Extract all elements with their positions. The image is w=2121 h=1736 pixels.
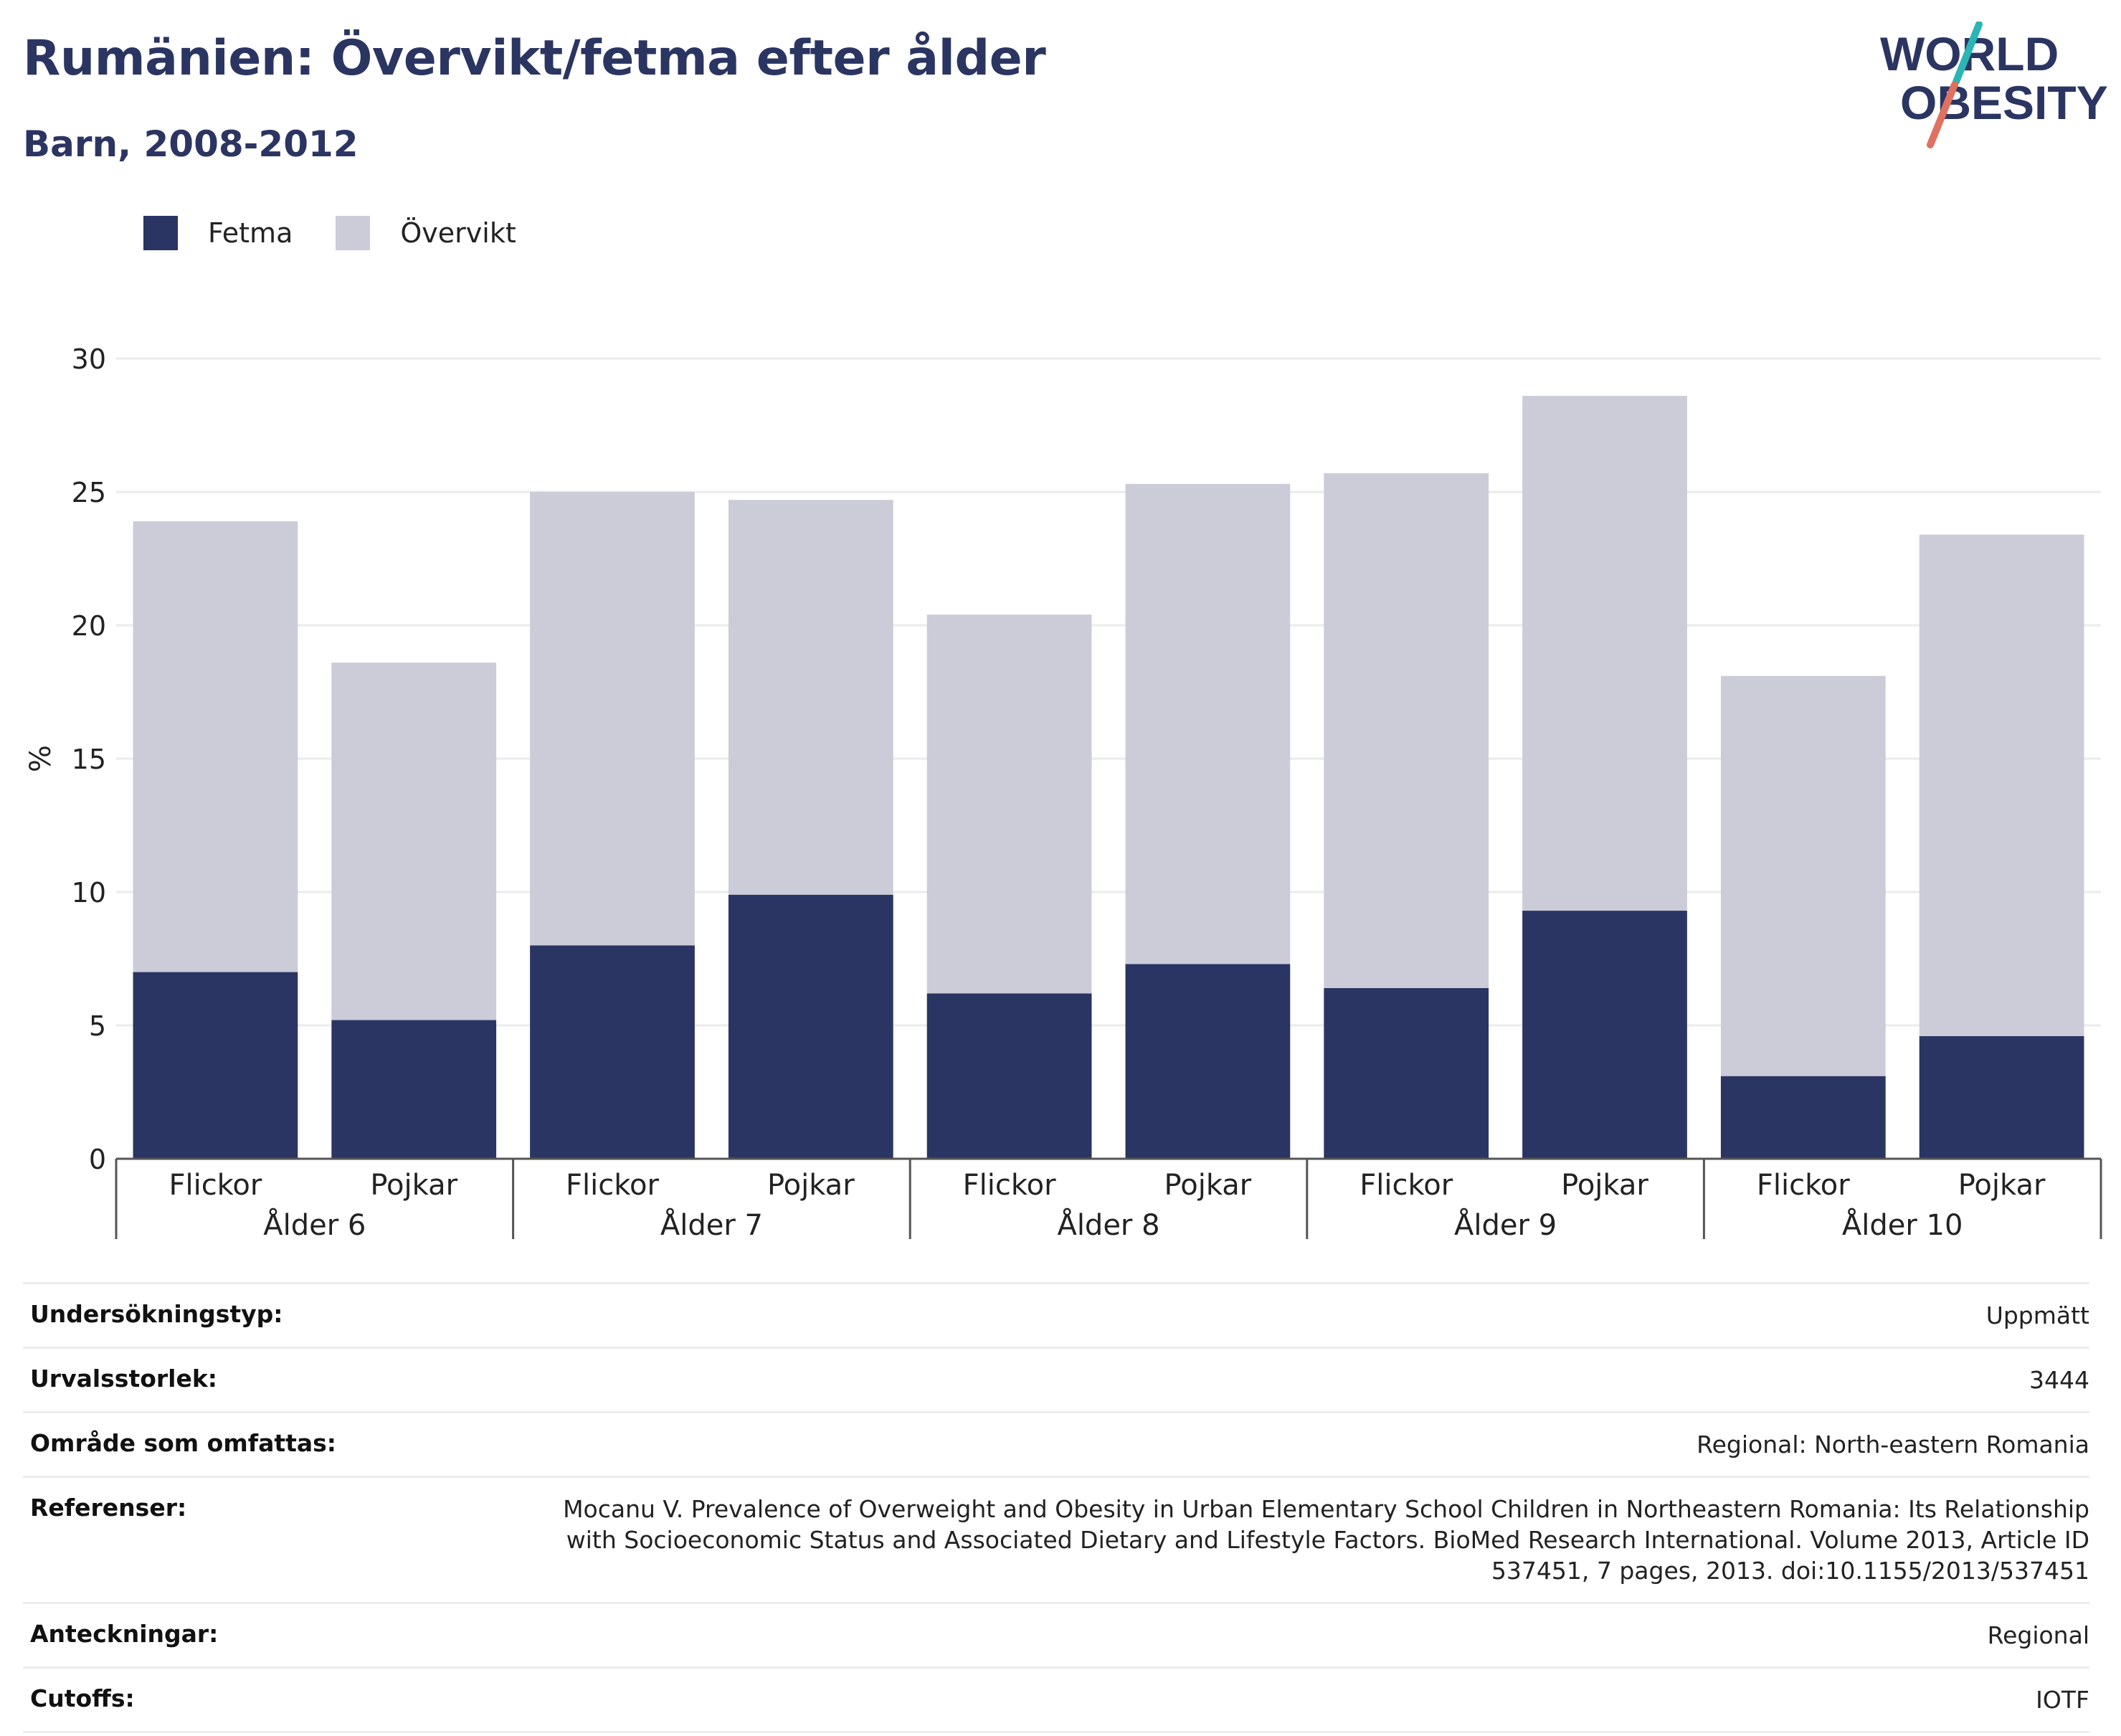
x-tick-label: Flickor	[1757, 1169, 1850, 1202]
bar-fetma-0	[133, 972, 298, 1159]
x-tick-label: Flickor	[566, 1169, 659, 1202]
info-value: Regional: North-eastern Romania	[1697, 1431, 2089, 1458]
bar-vervikt-3	[728, 500, 893, 895]
info-label: Undersökningstyp:	[30, 1300, 283, 1328]
legend-swatch-overvikt	[336, 216, 371, 250]
info-row-coverage: Område som omfattas: Regional: North-eas…	[23, 1411, 2089, 1476]
x-tick-label: Pojkar	[1958, 1169, 2046, 1202]
y-tick-label: 25	[72, 477, 106, 508]
chart-title: Rumänien: Övervikt/fetma efter ålder	[23, 30, 1046, 87]
info-row-references: Referenser: Mocanu V. Prevalence of Over…	[23, 1476, 2089, 1602]
info-label: Cutoffs:	[30, 1684, 135, 1712]
group-label: Ålder 9	[1454, 1208, 1557, 1242]
bar-vervikt-4	[926, 615, 1092, 994]
world-obesity-logo: WORLD OBESITY	[1880, 22, 2108, 148]
x-tick-label: Pojkar	[767, 1169, 855, 1202]
info-value: 3444	[2029, 1366, 2089, 1394]
bar-fetma-6	[1324, 987, 1489, 1159]
info-value: Uppmätt	[1985, 1301, 2089, 1329]
info-row-cutoffs: Cutoffs: IOTF	[23, 1666, 2089, 1733]
x-tick-label: Pojkar	[370, 1169, 457, 1202]
info-value: Mocanu V. Prevalence of Overweight and O…	[563, 1495, 2089, 1585]
group-label: Ålder 7	[660, 1208, 763, 1242]
bar-vervikt-8	[1720, 675, 1886, 1076]
y-tick-label: 5	[89, 1010, 106, 1042]
bar-vervikt-0	[133, 521, 298, 972]
bar-vervikt-5	[1125, 483, 1291, 964]
y-tick-label: 15	[72, 744, 106, 775]
bar-vervikt-7	[1522, 396, 1687, 911]
bar-fetma-5	[1125, 964, 1291, 1159]
bar-fetma-1	[331, 1020, 497, 1159]
bar-fetma-7	[1522, 911, 1687, 1159]
bar-fetma-8	[1720, 1076, 1886, 1159]
legend-swatch-fetma	[143, 216, 178, 250]
y-tick-label: 30	[72, 343, 106, 375]
bar-vervikt-1	[331, 663, 497, 1020]
bar-fetma-4	[926, 993, 1092, 1159]
info-value: Regional	[1987, 1621, 2089, 1649]
logo-slash-red	[1927, 81, 1958, 148]
legend-label-fetma: Fetma	[208, 217, 293, 249]
bar-fetma-9	[1919, 1035, 2084, 1159]
info-value: IOTF	[2036, 1686, 2089, 1714]
y-axis-label: %	[24, 745, 57, 772]
info-row-survey-type: Undersökningstyp: Uppmätt	[23, 1282, 2089, 1347]
info-row-notes: Anteckningar: Regional	[23, 1602, 2089, 1666]
y-tick-label: 20	[72, 610, 106, 642]
y-tick-label: 10	[72, 877, 106, 909]
bar-vervikt-9	[1919, 534, 2084, 1036]
x-tick-label: Pojkar	[1561, 1169, 1648, 1202]
stacked-bar-chart: 0 5 10 15 20 25 30% Flickor Pojkar Flickor Pojkar F…	[24, 343, 2102, 1242]
legend-item-fetma[interactable]: Fetma	[143, 216, 293, 250]
info-label: Anteckningar:	[30, 1620, 219, 1648]
logo-text-obesity: OBESITY	[1900, 76, 2108, 129]
bar-fetma-3	[728, 894, 893, 1159]
bar-vervikt-2	[530, 492, 695, 946]
legend-item-overvikt[interactable]: Övervikt	[336, 216, 516, 250]
info-label: Område som omfattas:	[30, 1429, 337, 1457]
x-tick-label: Flickor	[963, 1169, 1056, 1202]
x-tick-label: Flickor	[169, 1169, 262, 1202]
chart-subtitle: Barn, 2008-2012	[23, 123, 359, 165]
x-tick-label: Flickor	[1360, 1169, 1453, 1202]
group-label: Ålder 10	[1842, 1208, 1963, 1242]
bar-fetma-2	[530, 945, 695, 1159]
bar-vervikt-6	[1324, 473, 1489, 988]
x-tick-label: Pojkar	[1164, 1169, 1252, 1202]
y-tick-label: 0	[89, 1144, 106, 1175]
logo-slash-teal	[1952, 22, 1983, 85]
info-row-sample-size: Urvalsstorlek: 3444	[23, 1347, 2089, 1411]
group-label: Ålder 8	[1057, 1208, 1159, 1242]
legend-label-overvikt: Övervikt	[400, 217, 516, 249]
info-table: Undersökningstyp: Uppmätt Urvalsstorlek:…	[23, 1282, 2089, 1733]
chart-legend: Fetma Övervikt	[143, 215, 559, 251]
info-label: Urvalsstorlek:	[30, 1365, 218, 1393]
group-label: Ålder 6	[263, 1208, 366, 1242]
info-label: Referenser:	[30, 1494, 187, 1522]
